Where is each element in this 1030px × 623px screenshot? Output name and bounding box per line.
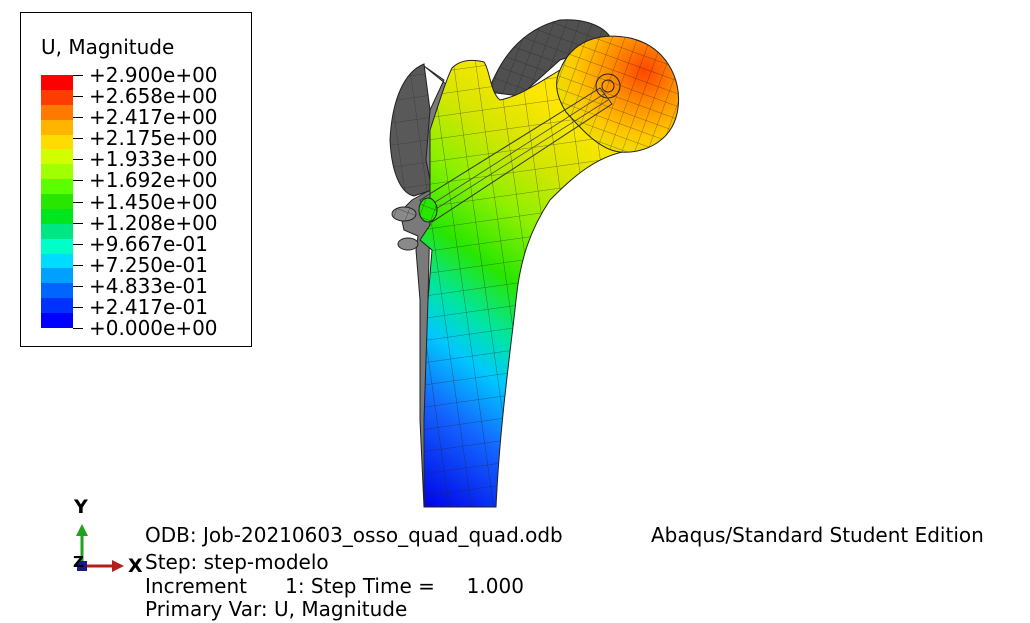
odb-filename: ODB: Job-20210603_osso_quad_quad.odb	[145, 523, 563, 547]
legend-tick	[73, 180, 83, 182]
legend-value-label: +1.933e+00	[89, 147, 218, 172]
legend-color-segment	[41, 75, 73, 91]
legend-tick	[73, 117, 83, 119]
legend-value-label: +2.658e+00	[89, 84, 218, 109]
axis-triad	[76, 524, 124, 572]
legend-tick	[73, 201, 83, 203]
legend-tick	[73, 75, 83, 76]
legend-color-segment	[41, 313, 73, 329]
legend-value-label: +4.833e-01	[89, 273, 208, 298]
legend-tick	[73, 96, 83, 98]
triad-x-label: X	[128, 555, 143, 577]
legend-color-segment	[41, 238, 73, 255]
step-label: Step: step-modelo	[145, 550, 329, 574]
increment-label: Increment 1: Step Time = 1.000	[145, 574, 524, 598]
legend-value-label: +1.450e+00	[89, 189, 218, 214]
legend-value-label: +2.900e+00	[89, 63, 218, 87]
legend-color-segment	[41, 89, 73, 106]
legend-color-segment	[41, 298, 73, 314]
legend-color-segment	[41, 194, 73, 210]
legend-color-segment	[41, 283, 73, 299]
legend-value-label: +2.417e-01	[89, 294, 208, 319]
legend-tick	[73, 328, 83, 329]
legend-color-bar	[41, 75, 73, 329]
legend-tick	[73, 159, 83, 161]
legend-color-segment	[41, 134, 73, 150]
triad-z-label: Z	[73, 553, 84, 571]
legend-value-label: +2.175e+00	[89, 126, 218, 151]
legend-value-label: +9.667e-01	[89, 231, 208, 256]
legend-color-segment	[41, 164, 73, 180]
legend-value-label: +7.250e-01	[89, 252, 208, 277]
legend-tick	[73, 243, 83, 245]
triad-y-label: Y	[74, 496, 88, 518]
legend-tick	[73, 222, 83, 224]
edition-label: Abaqus/Standard Student Edition	[651, 523, 984, 547]
legend-value-label: +1.692e+00	[89, 168, 218, 193]
legend-title: U, Magnitude	[41, 35, 175, 59]
legend-color-segment	[41, 223, 73, 240]
legend-value-label: +2.417e+00	[89, 105, 218, 130]
legend-color-segment	[41, 149, 73, 165]
screw-head-lower	[397, 237, 419, 251]
primary-var-label: Primary Var: U, Magnitude	[145, 597, 408, 621]
legend-color-segment	[41, 104, 73, 121]
legend-value-label: +0.000e+00	[89, 316, 218, 340]
legend-tick	[73, 306, 83, 308]
legend-tick	[73, 264, 83, 266]
legend-value-label: +1.208e+00	[89, 210, 218, 235]
legend-color-segment	[41, 119, 73, 136]
legend-color-segment	[41, 253, 73, 269]
legend-color-segment	[41, 208, 73, 225]
legend-tick	[73, 138, 83, 140]
legend-panel: U, Magnitude +2.900e+00 +2.658e+00 +2.417e…	[20, 12, 252, 347]
legend-tick	[73, 285, 83, 287]
legend-color-segment	[41, 268, 73, 284]
legend-color-segment	[41, 179, 73, 195]
